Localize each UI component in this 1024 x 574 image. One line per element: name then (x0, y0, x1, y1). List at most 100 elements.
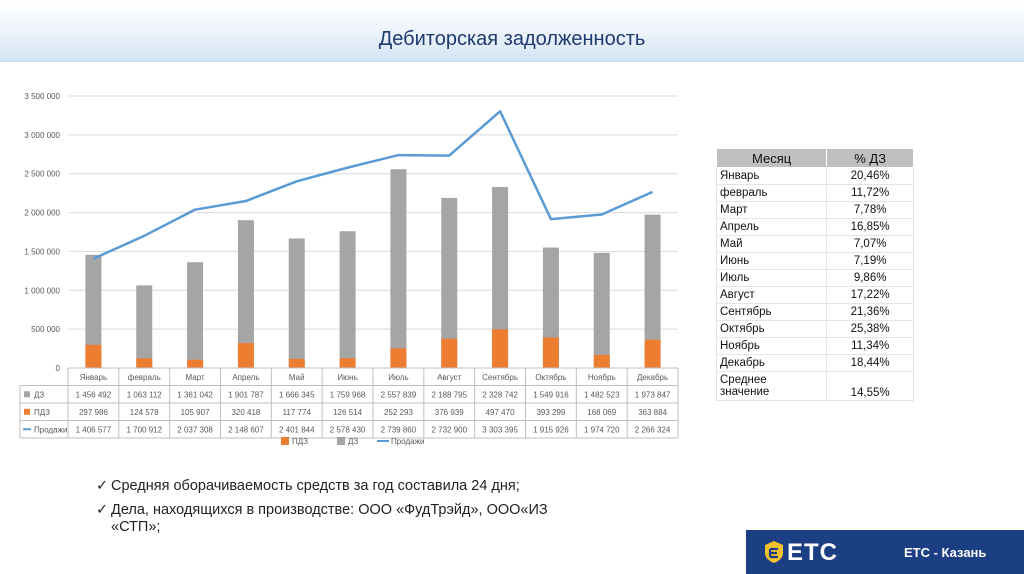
legend-swatch (281, 437, 289, 445)
bar-pdz (441, 338, 458, 368)
y-tick-label: 1 000 000 (24, 286, 60, 295)
logo-text: ETC (787, 539, 838, 566)
line-sales (92, 110, 654, 260)
data-label: 124 578 (130, 408, 159, 417)
data-label: 3 303 395 (482, 425, 518, 434)
average-label-cell: Среднее значение (715, 371, 828, 401)
data-label: 1 549 916 (533, 390, 569, 399)
bullet-text-line1: Дела, находящихся в производстве: ООО «Ф… (111, 502, 548, 518)
y-tick-label: 500 000 (31, 325, 60, 334)
bar-dz (187, 262, 204, 368)
page-title: Дебиторская задолженность (378, 28, 646, 50)
bar-dz (492, 187, 509, 368)
footer-city: ETC - Казань (904, 545, 987, 560)
month-cell: Ноябрь (715, 337, 828, 355)
bar-pdz (288, 358, 305, 368)
data-label: 1 361 042 (177, 390, 213, 399)
bar-pdz (593, 354, 610, 368)
x-category-label: Июль (388, 373, 408, 382)
table-row-header: ПДЗ (34, 408, 50, 417)
average-value-cell: 14,55% (826, 371, 914, 401)
month-cell: Март (715, 201, 828, 219)
percent-cell: 18,44% (826, 354, 914, 372)
percent-cell: 16,85% (826, 218, 914, 236)
month-cell: Май (715, 235, 828, 253)
x-category-label: февраль (128, 373, 161, 382)
bar-dz (85, 254, 102, 368)
x-category-label: Ноябрь (588, 373, 616, 382)
bullet-turnover: ✓ Средняя оборачиваемость средств за год… (96, 478, 548, 495)
data-label: 1 700 912 (126, 425, 162, 434)
x-category-label: Сентябрь (482, 373, 518, 382)
y-tick-label: 0 (56, 364, 61, 373)
bullet-text-line2: «СТП»; (111, 519, 161, 535)
table-row-header: ДЗ (34, 390, 44, 399)
table-header-percent: % ДЗ (826, 148, 914, 168)
data-label: 2 739 860 (381, 425, 417, 434)
table-row: Январь 20,46% (715, 167, 914, 185)
data-label: 168 069 (587, 408, 616, 417)
bar-pdz (492, 329, 509, 368)
percent-cell: 7,07% (826, 235, 914, 253)
legend-swatch (337, 437, 345, 445)
data-label: 2 188 795 (431, 390, 467, 399)
bar-dz (339, 231, 356, 368)
month-cell: Апрель (715, 218, 828, 236)
table-row-average: Среднее значение 14,55% (715, 371, 914, 401)
table-key-swatch (24, 391, 30, 398)
month-cell: Август (715, 286, 828, 304)
table-row: Август 17,22% (715, 286, 914, 304)
bar-pdz (644, 339, 661, 368)
bullet-text: Средняя оборачиваемость средств за год с… (111, 478, 520, 494)
table-row: Апрель 16,85% (715, 218, 914, 236)
data-label: 393 299 (536, 408, 565, 417)
data-label: 252 293 (384, 408, 413, 417)
percent-cell: 11,34% (826, 337, 914, 355)
table-row: Июнь 7,19% (715, 252, 914, 270)
month-cell: Январь (715, 167, 828, 185)
month-cell: февраль (715, 184, 828, 202)
month-cell: Июль (715, 269, 828, 287)
percent-cell: 20,46% (826, 167, 914, 185)
percent-cell: 25,38% (826, 320, 914, 338)
x-category-label: Май (289, 373, 305, 382)
chart: 0 500 000 1 000 000 1 500 000 2 000 000 2 500… (19, 92, 679, 446)
percent-cell: 7,78% (826, 201, 914, 219)
table-row: Ноябрь 11,34% (715, 337, 914, 355)
table-row: Декабрь 18,44% (715, 354, 914, 372)
data-label: 297 986 (79, 408, 108, 417)
x-category-label: Август (437, 373, 461, 382)
y-tick-label: 1 500 000 (24, 247, 60, 256)
bar-pdz (339, 358, 356, 368)
x-category-label: Март (186, 373, 205, 382)
data-label: 1 063 112 (127, 390, 163, 399)
data-label: 2 578 430 (330, 425, 366, 434)
table-header-month: Месяц (715, 148, 828, 168)
data-label: 2 148 607 (228, 425, 264, 434)
data-label: 320 418 (231, 408, 260, 417)
month-cell: Июнь (715, 252, 828, 270)
y-tick-label: 3 000 000 (24, 131, 60, 140)
bar-dz (644, 214, 661, 368)
data-label: 1 901 787 (228, 390, 264, 399)
percent-table: Месяц % ДЗ Январь 20,46% февраль 11,72% Март… (715, 148, 914, 401)
percent-cell: 11,72% (826, 184, 914, 202)
table-row: Октябрь 25,38% (715, 320, 914, 338)
legend-label: Продажи (391, 437, 424, 446)
y-tick-label: 2 000 000 (24, 209, 60, 218)
bar-pdz (85, 344, 102, 368)
percent-cell: 7,19% (826, 252, 914, 270)
x-category-label: Апрель (232, 373, 259, 382)
data-label: 376 939 (435, 408, 464, 417)
month-cell: Сентябрь (715, 303, 828, 321)
data-label: 1 482 523 (584, 390, 620, 399)
bar-dz (390, 169, 407, 368)
footer-bar: ETC ETC - Казань (746, 530, 1024, 574)
bar-dz (136, 285, 153, 368)
bar-dz (441, 197, 458, 368)
data-label: 1 456 492 (76, 390, 112, 399)
data-label: 2 401 844 (279, 425, 315, 434)
bar-pdz (237, 343, 254, 368)
x-category-label: Июнь (337, 373, 357, 382)
data-label: 1 915 926 (533, 425, 569, 434)
